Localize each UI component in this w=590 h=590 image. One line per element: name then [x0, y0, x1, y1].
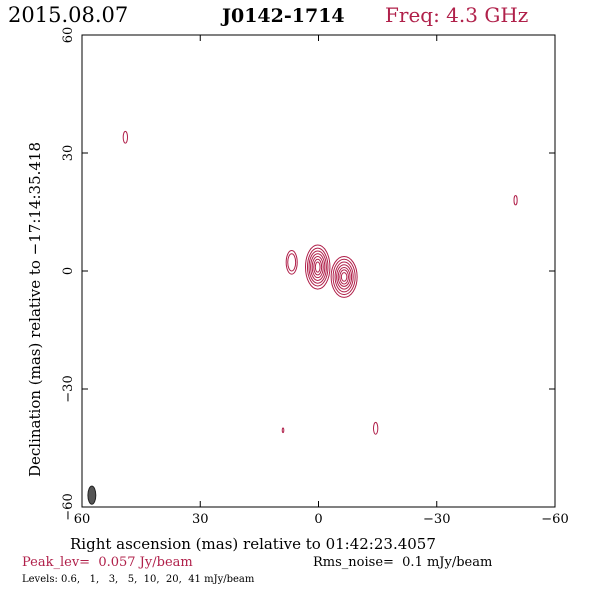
contour-line [314, 261, 321, 273]
y-tick-label: 30 [61, 145, 76, 162]
y-tick-label: 0 [61, 267, 76, 275]
contour-line [308, 250, 327, 284]
contour-line [311, 255, 324, 279]
x-axis-title: Right ascension (mas) relative to 01:42:… [70, 535, 436, 553]
x-tick-label: 30 [192, 512, 209, 527]
contour-line [287, 253, 297, 272]
y-tick-label: −30 [61, 375, 76, 402]
contour-line [306, 247, 329, 287]
y-tick-label: −60 [61, 493, 76, 520]
contour-levels: Levels: 0.6, 1, 3, 5, 10, 20, 41 mJy/bea… [22, 574, 255, 585]
y-axis-title: Declination (mas) relative to −17:14:35.… [26, 142, 44, 477]
y-tick-label: 60 [61, 27, 76, 44]
plot-frame [81, 34, 556, 508]
beam-layer [87, 485, 97, 505]
contour-line [281, 427, 285, 434]
contour-line [337, 266, 351, 287]
y-tick-labels: −60 −30 0 30 60 [61, 27, 76, 521]
x-tick-labels: 60 30 0 −30 −60 [74, 512, 569, 527]
source-name: J0142-1714 [220, 5, 345, 27]
contour-line [122, 130, 129, 144]
contour-line [310, 253, 326, 281]
contour-layer [122, 130, 518, 435]
frequency-label: Freq: 4.3 GHz [385, 3, 528, 27]
contour-line [372, 421, 379, 435]
contour-line [513, 194, 518, 206]
contour-line [332, 258, 356, 296]
x-tick-label: 0 [314, 512, 322, 527]
axis-ticks [81, 34, 556, 508]
contour-line [334, 261, 354, 293]
peak-level: Peak_lev= 0.057 Jy/beam [22, 555, 193, 570]
contour-line [285, 250, 298, 275]
rms-noise: Rms_noise= 0.1 mJy/beam [313, 555, 492, 570]
observation-date: 2015.08.07 [8, 3, 128, 27]
contour-line [313, 258, 323, 276]
contour-line [336, 264, 353, 290]
x-tick-label: −30 [423, 512, 450, 527]
beam-ellipse [87, 485, 97, 505]
contour-line [340, 272, 348, 282]
contour-line [339, 269, 349, 285]
contour-line [304, 244, 331, 290]
x-tick-label: 60 [74, 512, 91, 527]
x-tick-label: −60 [541, 512, 568, 527]
contour-line [330, 255, 358, 298]
